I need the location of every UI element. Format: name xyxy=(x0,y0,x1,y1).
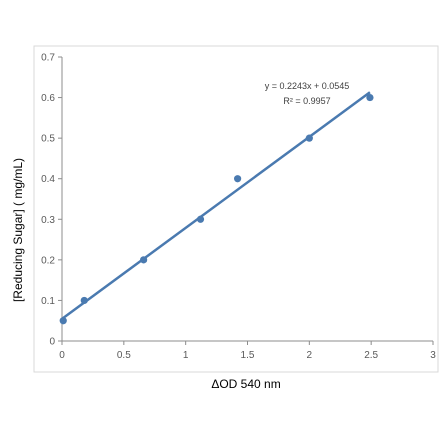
y-tick-label: 0.2 xyxy=(41,255,55,266)
x-axis-ticks: 0 0.5 1 1.5 2 2.5 3 xyxy=(59,341,436,361)
y-tick-label: 0.1 xyxy=(41,296,55,307)
y-tick-label: 0.3 xyxy=(41,215,55,226)
data-point xyxy=(305,134,313,142)
x-axis-title: ΔOD 540 nm xyxy=(211,377,280,391)
x-tick-label: 1 xyxy=(183,350,189,361)
data-point xyxy=(196,215,205,223)
y-tick-label: 0.4 xyxy=(41,174,55,185)
trendline xyxy=(61,91,371,320)
trendline-equation: y = 0.2243x + 0.0545 xyxy=(265,81,350,91)
x-tick-label: 0 xyxy=(59,350,65,361)
data-point xyxy=(80,296,88,305)
data-point xyxy=(140,256,148,264)
x-tick-label: 2.5 xyxy=(364,350,378,361)
chart-frame xyxy=(33,45,439,373)
data-points xyxy=(59,93,374,325)
y-tick-label: 0.5 xyxy=(41,134,55,145)
y-tick-label: 0 xyxy=(49,337,55,348)
data-point xyxy=(59,317,67,325)
x-tick-label: 3 xyxy=(430,350,436,361)
y-axis-title: [Reducing Sugar] ( mg/mL) xyxy=(11,158,25,302)
y-axis-ticks: 0 0.1 0.2 0.3 0.4 0.5 0.6 0.7 xyxy=(41,53,62,348)
y-tick-label: 0.6 xyxy=(41,93,55,104)
x-tick-label: 0.5 xyxy=(117,350,131,361)
data-point xyxy=(366,93,374,102)
x-tick-label: 2 xyxy=(307,350,313,361)
x-tick-label: 1.5 xyxy=(241,350,255,361)
y-tick-label: 0.7 xyxy=(41,53,55,64)
data-point xyxy=(234,175,242,183)
r-squared-label: R² = 0.9957 xyxy=(283,96,330,106)
